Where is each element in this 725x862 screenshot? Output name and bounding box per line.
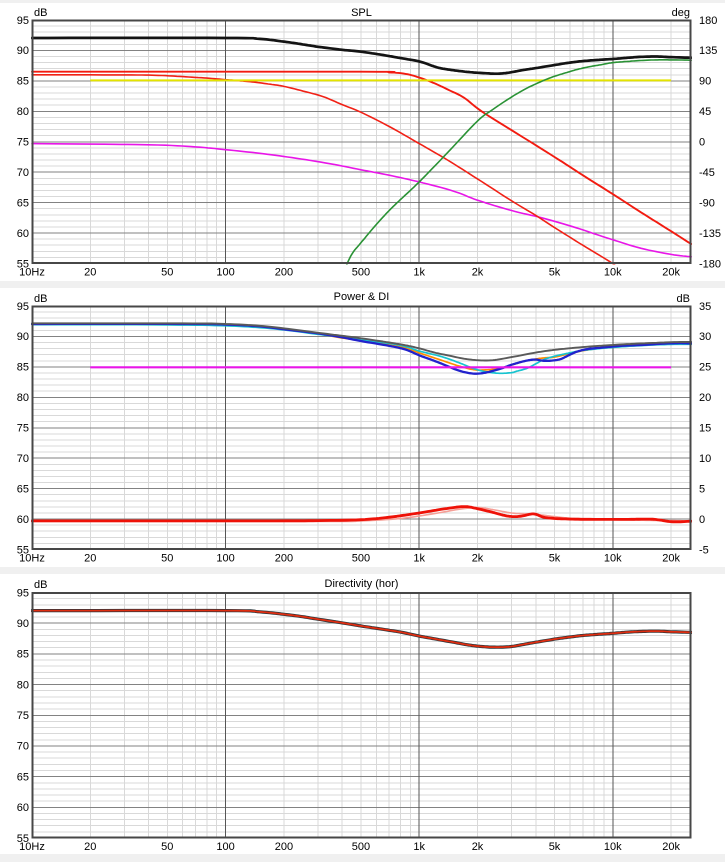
svg-text:95: 95 bbox=[17, 587, 29, 599]
svg-text:20k: 20k bbox=[662, 267, 680, 279]
svg-text:10k: 10k bbox=[604, 841, 622, 853]
svg-text:80: 80 bbox=[17, 679, 29, 691]
svg-text:dB: dB bbox=[34, 579, 47, 591]
svg-text:deg: deg bbox=[672, 7, 690, 19]
svg-text:75: 75 bbox=[17, 137, 29, 149]
svg-text:45: 45 bbox=[699, 106, 711, 118]
svg-text:75: 75 bbox=[17, 423, 29, 435]
svg-text:2k: 2k bbox=[472, 267, 484, 279]
svg-text:35: 35 bbox=[699, 301, 711, 313]
svg-text:50: 50 bbox=[161, 267, 173, 279]
svg-text:20: 20 bbox=[84, 267, 96, 279]
svg-text:-45: -45 bbox=[699, 167, 715, 179]
svg-text:200: 200 bbox=[275, 553, 293, 565]
svg-text:5: 5 bbox=[699, 483, 705, 495]
svg-text:20: 20 bbox=[84, 553, 96, 565]
svg-text:200: 200 bbox=[275, 267, 293, 279]
svg-text:65: 65 bbox=[17, 483, 29, 495]
svg-text:0: 0 bbox=[699, 137, 705, 149]
svg-text:180: 180 bbox=[699, 15, 717, 27]
svg-text:90: 90 bbox=[17, 45, 29, 57]
svg-text:50: 50 bbox=[161, 553, 173, 565]
svg-text:55: 55 bbox=[17, 544, 29, 556]
svg-text:10: 10 bbox=[699, 453, 711, 465]
svg-text:1k: 1k bbox=[413, 553, 425, 565]
svg-text:200: 200 bbox=[275, 841, 293, 853]
svg-text:15: 15 bbox=[699, 423, 711, 435]
svg-text:85: 85 bbox=[17, 649, 29, 661]
svg-text:95: 95 bbox=[17, 15, 29, 27]
svg-text:70: 70 bbox=[17, 741, 29, 753]
svg-text:90: 90 bbox=[17, 331, 29, 343]
svg-text:30: 30 bbox=[699, 331, 711, 343]
svg-text:10Hz: 10Hz bbox=[19, 841, 45, 853]
svg-text:135: 135 bbox=[699, 45, 717, 57]
svg-text:5k: 5k bbox=[549, 841, 561, 853]
svg-text:10Hz: 10Hz bbox=[19, 553, 45, 565]
svg-text:20k: 20k bbox=[662, 553, 680, 565]
svg-text:100: 100 bbox=[216, 841, 234, 853]
svg-text:dB: dB bbox=[677, 293, 690, 305]
svg-text:1k: 1k bbox=[413, 267, 425, 279]
svg-text:90: 90 bbox=[17, 618, 29, 630]
svg-text:2k: 2k bbox=[472, 553, 484, 565]
svg-text:80: 80 bbox=[17, 392, 29, 404]
svg-text:10k: 10k bbox=[604, 553, 622, 565]
svg-text:20k: 20k bbox=[662, 841, 680, 853]
svg-text:5k: 5k bbox=[549, 553, 561, 565]
svg-text:2k: 2k bbox=[472, 841, 484, 853]
svg-text:5k: 5k bbox=[549, 267, 561, 279]
svg-text:10k: 10k bbox=[604, 267, 622, 279]
svg-text:-90: -90 bbox=[699, 197, 715, 209]
svg-text:100: 100 bbox=[216, 267, 234, 279]
svg-text:65: 65 bbox=[17, 771, 29, 783]
svg-text:-180: -180 bbox=[699, 258, 721, 270]
svg-text:90: 90 bbox=[699, 76, 711, 88]
svg-text:SPL: SPL bbox=[351, 7, 372, 19]
svg-text:dB: dB bbox=[34, 293, 47, 305]
svg-text:100: 100 bbox=[216, 553, 234, 565]
svg-text:60: 60 bbox=[17, 514, 29, 526]
svg-text:Directivity (hor): Directivity (hor) bbox=[325, 578, 399, 590]
svg-text:500: 500 bbox=[352, 267, 370, 279]
svg-text:0: 0 bbox=[699, 514, 705, 526]
svg-text:55: 55 bbox=[17, 258, 29, 270]
svg-text:70: 70 bbox=[17, 453, 29, 465]
svg-text:55: 55 bbox=[17, 833, 29, 845]
svg-text:Power & DI: Power & DI bbox=[334, 291, 390, 303]
svg-text:20: 20 bbox=[699, 392, 711, 404]
svg-text:60: 60 bbox=[17, 802, 29, 814]
svg-text:1k: 1k bbox=[413, 841, 425, 853]
svg-text:75: 75 bbox=[17, 710, 29, 722]
svg-text:10Hz: 10Hz bbox=[19, 267, 45, 279]
svg-text:dB: dB bbox=[34, 7, 47, 19]
svg-text:95: 95 bbox=[17, 301, 29, 313]
svg-text:85: 85 bbox=[17, 76, 29, 88]
svg-text:50: 50 bbox=[161, 841, 173, 853]
svg-text:65: 65 bbox=[17, 197, 29, 209]
svg-text:70: 70 bbox=[17, 167, 29, 179]
svg-text:80: 80 bbox=[17, 106, 29, 118]
svg-text:500: 500 bbox=[352, 553, 370, 565]
svg-text:60: 60 bbox=[17, 228, 29, 240]
svg-text:20: 20 bbox=[84, 841, 96, 853]
svg-text:500: 500 bbox=[352, 841, 370, 853]
svg-text:85: 85 bbox=[17, 362, 29, 374]
svg-text:-135: -135 bbox=[699, 228, 721, 240]
svg-text:-5: -5 bbox=[699, 544, 709, 556]
svg-text:25: 25 bbox=[699, 362, 711, 374]
